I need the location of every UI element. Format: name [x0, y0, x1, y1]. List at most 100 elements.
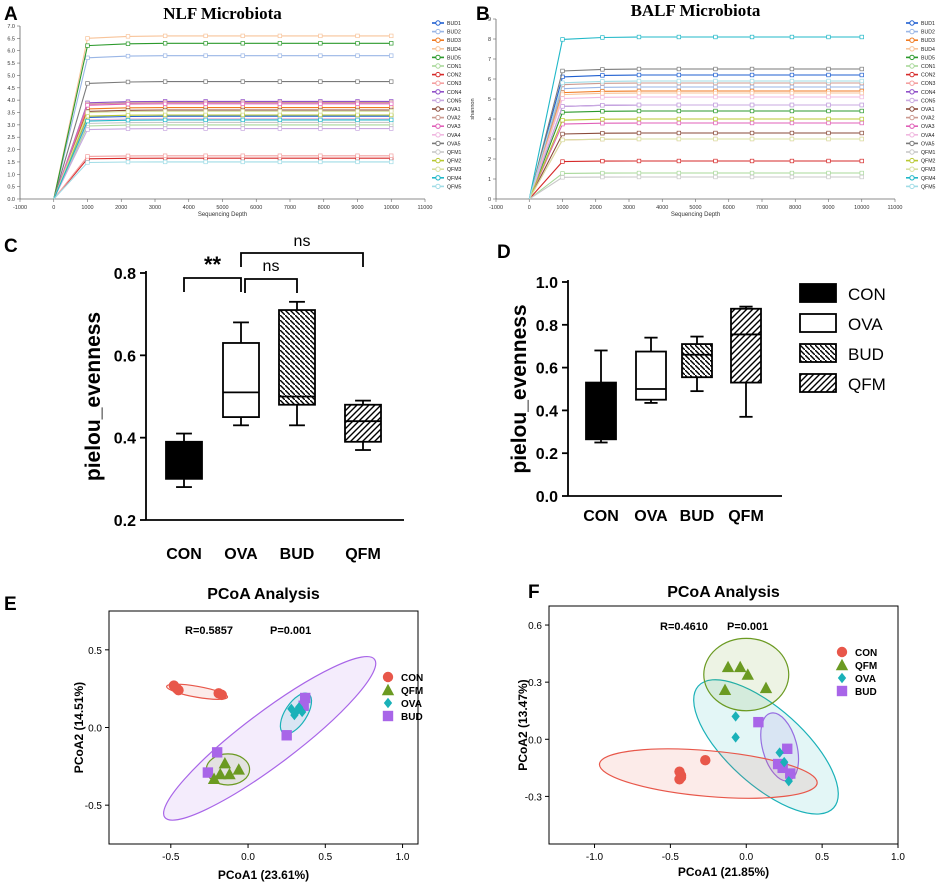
- legend-marker: [435, 132, 441, 138]
- legend-label-bud5: BUD5: [447, 55, 461, 61]
- series-marker-bud4: [240, 33, 245, 39]
- legend-marker: [435, 63, 441, 69]
- legend-label-con4: CON4: [447, 90, 462, 96]
- series-marker-ova5: [600, 67, 605, 72]
- legend-marker-con: [836, 646, 848, 658]
- series-marker-con1: [676, 170, 682, 176]
- series-marker-qfm4: [318, 117, 323, 123]
- series-marker-bud5: [713, 108, 718, 114]
- x-tick-label: 9000: [822, 205, 834, 211]
- x-tick-label: 1000: [556, 205, 568, 211]
- series-marker-bud4: [600, 91, 605, 96]
- ellipse-con: [598, 748, 818, 799]
- point-bud: [782, 743, 793, 754]
- series-marker-ova5: [859, 66, 864, 72]
- series-marker-bud5: [162, 41, 168, 46]
- series-line-qfm3: [528, 138, 862, 200]
- series-marker-bud4: [162, 33, 168, 39]
- series-marker-con2: [789, 158, 795, 164]
- plot-frame: [548, 605, 899, 845]
- series-marker-ova1: [560, 131, 565, 137]
- x-tick-label: 4000: [183, 205, 195, 211]
- series-marker-ova5: [85, 81, 90, 86]
- series-marker-bud2: [389, 53, 394, 58]
- series-marker-con1: [600, 170, 605, 176]
- legend-marker: [435, 149, 441, 155]
- legend-label-con5: CON5: [921, 98, 936, 104]
- series-marker-ova5: [560, 68, 565, 74]
- legend-marker-qfm: [835, 658, 849, 671]
- point-qfm: [232, 763, 245, 775]
- series-line-ova5: [53, 81, 392, 200]
- series-marker-bud4: [713, 90, 718, 96]
- x-tick-label: CON: [166, 546, 202, 563]
- legend-label-con4: CON4: [921, 90, 936, 96]
- y-tick-label: 3: [488, 137, 491, 143]
- series-marker-qfm5: [162, 159, 168, 165]
- x-tick-label: 10000: [854, 205, 869, 211]
- legend-label-con5: CON5: [447, 98, 462, 104]
- series-marker-qfm5: [389, 159, 394, 165]
- series-line-bud1: [53, 115, 392, 200]
- series-marker-qfm2: [859, 116, 864, 122]
- series-marker-bud1: [600, 73, 605, 78]
- series-marker-con2: [859, 158, 864, 164]
- y-tick-label: 1.0: [536, 275, 558, 292]
- y-tick-label: -0.3: [525, 792, 543, 803]
- series-marker-qfm5: [240, 159, 245, 165]
- y-tick-label: 4.0: [7, 98, 15, 104]
- y-tick-label: 1.5: [7, 160, 15, 166]
- series-marker-qfm4: [600, 35, 605, 40]
- series-marker-bud4: [789, 90, 795, 96]
- series-marker-ova3: [676, 120, 682, 126]
- series-marker-bud5: [240, 41, 245, 46]
- y-tick-label: 1.0: [7, 172, 15, 178]
- series-marker-qfm3: [318, 109, 323, 114]
- series-marker-con5: [749, 102, 755, 108]
- point-con: [173, 685, 184, 696]
- y-tick-label: 0.2: [114, 513, 136, 530]
- legend-swatch: [799, 343, 837, 363]
- series-marker-qfm4: [713, 34, 718, 40]
- chart-title: PCoA Analysis: [207, 586, 320, 603]
- series-marker-qfm3: [277, 109, 283, 114]
- legend-label-qfm2: QFM2: [447, 159, 462, 165]
- point-ova: [294, 702, 304, 713]
- series-line-qfm4: [53, 119, 392, 200]
- point-ova: [731, 732, 740, 743]
- series-marker-ova5: [318, 79, 323, 84]
- x-axis-label: Sequencing Depth: [671, 212, 720, 218]
- series-marker-bud5: [676, 108, 682, 114]
- series-marker-con5: [859, 102, 864, 108]
- series-marker-bud1: [859, 72, 864, 78]
- legend-marker: [909, 37, 915, 43]
- series-marker-bud2: [125, 53, 131, 59]
- series-marker-con3: [162, 153, 168, 158]
- series-marker-con2: [560, 159, 565, 164]
- box-bud: [278, 309, 316, 406]
- series-marker-qfm2: [749, 116, 755, 122]
- series-marker-qfm4: [162, 117, 168, 123]
- legend-label-ova: OVA: [855, 674, 876, 685]
- series-marker-bud2: [636, 84, 642, 90]
- legend-marker: [435, 114, 441, 121]
- series-line-con3: [53, 155, 392, 200]
- series-line-qfm1: [53, 121, 392, 200]
- series-marker-bud4: [676, 90, 682, 96]
- series-marker-bud1: [636, 72, 642, 78]
- series-marker-qfm3: [125, 109, 131, 114]
- series-marker-qfm2: [389, 112, 394, 118]
- series-line-bud4: [528, 92, 862, 200]
- point-bud: [777, 762, 788, 774]
- legend-marker: [909, 132, 915, 138]
- series-marker-ova4: [789, 94, 795, 100]
- series-marker-ova5: [749, 66, 755, 72]
- y-tick-label: 8: [488, 37, 491, 43]
- series-marker-con2: [749, 158, 755, 164]
- x-tick-label: CON: [583, 508, 619, 525]
- y-tick-label: 0.0: [7, 197, 15, 203]
- y-tick-label: 0.0: [536, 489, 558, 506]
- y-tick-label: 0.5: [7, 185, 15, 191]
- series-marker-bud4: [636, 90, 642, 96]
- legend-label-ova1: OVA1: [921, 107, 935, 113]
